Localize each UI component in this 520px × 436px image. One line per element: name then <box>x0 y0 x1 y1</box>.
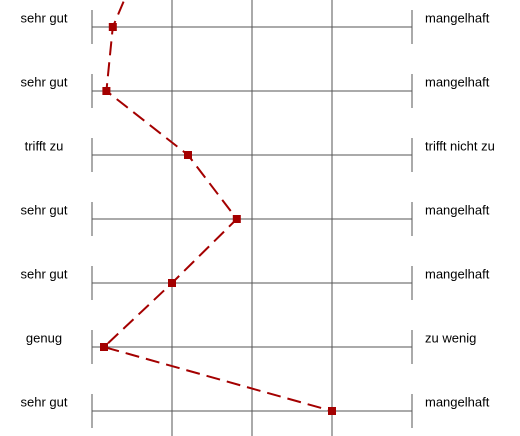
left-label: sehr gut <box>21 266 68 281</box>
point <box>102 87 111 95</box>
right-label: mangelhaft <box>425 10 490 25</box>
left-label: sehr gut <box>21 74 68 89</box>
profile-line <box>102 0 333 412</box>
right-label: mangelhaft <box>425 202 490 217</box>
left-label: sehr gut <box>21 10 68 25</box>
point <box>168 279 176 287</box>
point <box>184 151 192 159</box>
right-label: trifft nicht zu <box>425 138 495 153</box>
left-label: sehr gut <box>21 394 68 409</box>
right-label: mangelhaft <box>425 74 490 89</box>
point <box>328 407 336 415</box>
right-label: zu wenig <box>425 330 476 345</box>
left-label: sehr gut <box>21 202 68 217</box>
right-label: mangelhaft <box>425 394 490 409</box>
point <box>108 23 117 31</box>
left-label: trifft zu <box>25 138 64 153</box>
point <box>232 215 241 223</box>
right-label: mangelhaft <box>425 266 490 281</box>
left-label: genug <box>26 330 62 345</box>
point <box>100 343 108 351</box>
